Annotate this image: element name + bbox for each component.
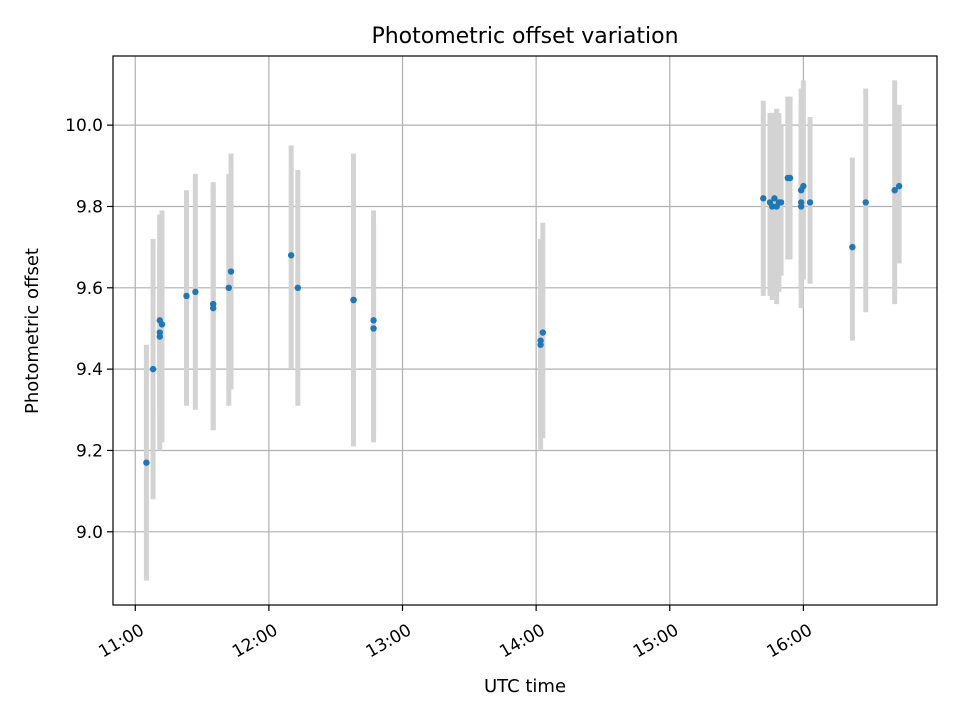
data-point xyxy=(143,459,150,466)
data-point xyxy=(895,182,903,190)
data-point xyxy=(227,268,235,275)
y-axis-label: Photometric offset xyxy=(22,248,43,414)
data-point xyxy=(539,329,547,336)
data-points xyxy=(143,174,903,466)
data-point xyxy=(183,292,190,300)
x-axis-label: UTC time xyxy=(484,676,566,697)
data-point xyxy=(771,195,778,202)
data-point xyxy=(225,284,233,291)
data-point xyxy=(149,365,157,373)
data-point xyxy=(891,187,898,194)
data-point xyxy=(370,317,377,324)
data-point xyxy=(287,252,295,259)
data-point xyxy=(294,284,302,291)
data-point xyxy=(862,199,869,206)
plot-area-frame xyxy=(112,55,938,606)
data-point xyxy=(777,199,785,206)
data-point xyxy=(158,321,166,328)
data-point xyxy=(156,329,163,336)
data-point xyxy=(797,199,805,206)
data-point xyxy=(786,174,794,182)
data-point xyxy=(350,296,357,304)
data-point xyxy=(192,288,199,296)
data-point xyxy=(806,199,814,206)
chart-title: Photometric offset variation xyxy=(371,24,678,49)
data-point xyxy=(769,203,776,210)
y-tick-label: 9.4 xyxy=(76,360,103,380)
y-tick-label: 9.8 xyxy=(76,197,103,217)
y-tick-label: 9.6 xyxy=(76,279,103,299)
data-point xyxy=(760,195,767,202)
y-tick-label: 9.2 xyxy=(76,441,103,461)
data-point xyxy=(370,325,377,332)
data-point xyxy=(210,304,217,312)
data-point xyxy=(800,182,807,190)
data-point xyxy=(537,337,544,344)
y-tick-label: 9.0 xyxy=(76,523,103,543)
y-tick-label: 10.0 xyxy=(65,116,103,136)
data-point xyxy=(849,243,856,251)
